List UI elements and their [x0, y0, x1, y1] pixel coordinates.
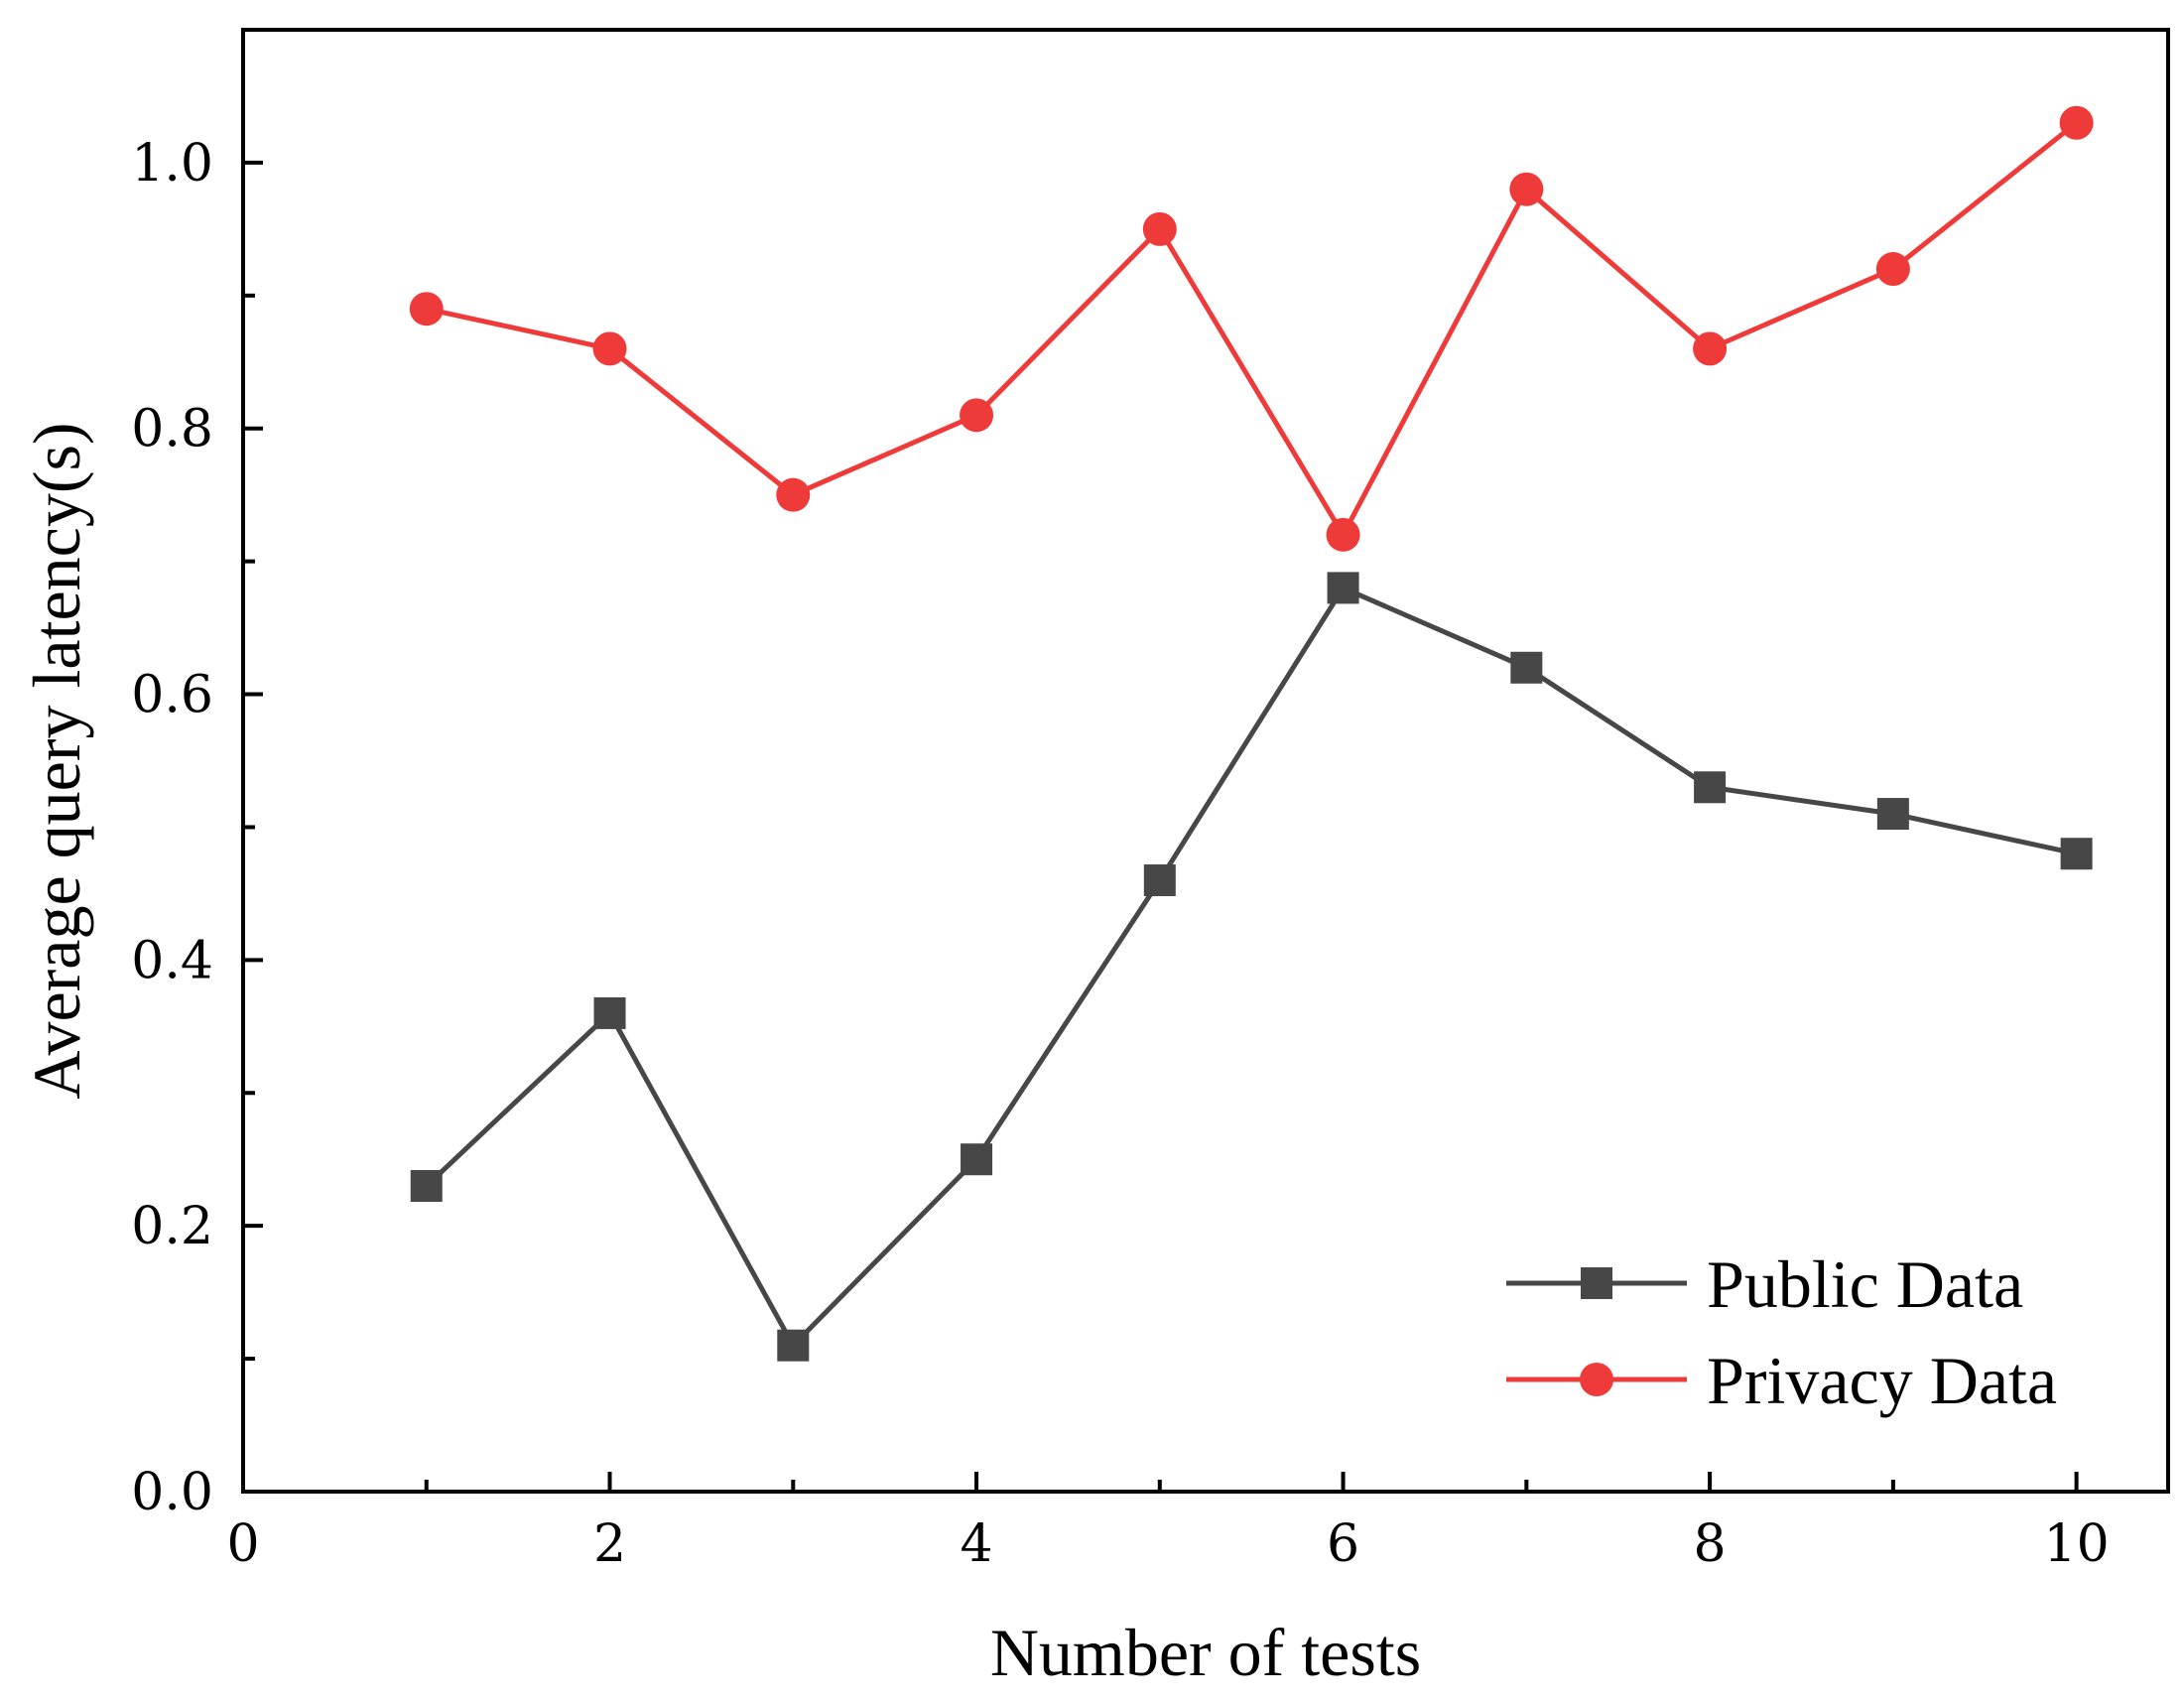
- data-point: [1142, 211, 1177, 246]
- data-point: [1510, 651, 1543, 684]
- series-1: [409, 105, 2094, 552]
- data-point: [1875, 252, 1910, 287]
- data-point: [2060, 838, 2093, 870]
- legend-item: Public Data: [1506, 1246, 2023, 1322]
- data-point: [776, 477, 811, 512]
- y-tick-label: 0.8: [131, 400, 213, 459]
- x-axis-title: Number of tests: [990, 1615, 1421, 1690]
- data-point: [592, 331, 627, 366]
- y-axis-title: Average query latency(s): [19, 422, 94, 1099]
- legend-label: Public Data: [1707, 1246, 2023, 1322]
- y-tick-label: 0.4: [131, 931, 213, 990]
- x-tick-label: 6: [1327, 1514, 1359, 1574]
- data-point: [1694, 771, 1727, 804]
- x-tick-label: 2: [593, 1514, 626, 1574]
- legend-item: Privacy Data: [1506, 1343, 2057, 1418]
- legend-marker: [1580, 1363, 1613, 1396]
- data-point: [593, 996, 626, 1029]
- data-point: [1509, 172, 1544, 206]
- x-tick-label: 10: [2044, 1514, 2110, 1574]
- data-point: [777, 1329, 810, 1362]
- legend-marker: [1581, 1267, 1612, 1299]
- series-0: [410, 572, 2093, 1362]
- data-point: [410, 1170, 443, 1203]
- x-tick-label: 4: [961, 1514, 993, 1574]
- series-line: [425, 585, 2078, 1349]
- data-point: [1326, 517, 1360, 552]
- x-tick-label: 8: [1694, 1514, 1727, 1574]
- y-tick-label: 0.2: [131, 1197, 213, 1256]
- y-tick-label: 1.0: [131, 134, 213, 194]
- y-tick-label: 0.6: [131, 666, 213, 725]
- x-axis: 0 2 4 6 8 10: [226, 1472, 2110, 1574]
- data-point: [409, 292, 444, 327]
- plot-frame: [241, 28, 2170, 1494]
- data-point: [1327, 572, 1359, 604]
- plot-area: [409, 105, 2094, 1362]
- data-point: [1876, 798, 1909, 831]
- x-tick-label: 0: [226, 1514, 259, 1574]
- y-axis: 0.0 0.2 0.4 0.6 0.8 1.0: [131, 134, 263, 1522]
- data-point: [961, 1143, 993, 1176]
- legend-label: Privacy Data: [1707, 1343, 2057, 1418]
- y-tick-label: 0.0: [131, 1463, 213, 1522]
- series-line: [426, 120, 2079, 538]
- data-point: [1143, 864, 1176, 897]
- legend: Public Data Privacy Data: [1506, 1246, 2057, 1418]
- data-point: [1693, 331, 1728, 366]
- data-point: [960, 398, 994, 433]
- data-point: [2059, 105, 2094, 140]
